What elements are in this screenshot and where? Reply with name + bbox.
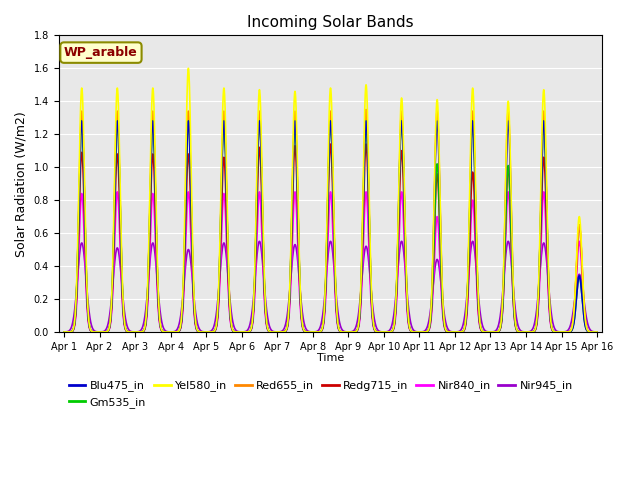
Yel580_in: [480, 329, 488, 335]
Redg715_in: [362, 141, 370, 147]
X-axis label: Time: Time: [317, 353, 344, 363]
Redg715_in: [480, 329, 488, 335]
Line: Nir945_in: Nir945_in: [64, 241, 597, 332]
Yel580_in: [591, 329, 599, 335]
Nir945_in: [480, 325, 488, 331]
Nir840_in: [113, 189, 121, 195]
Redg715_in: [168, 329, 176, 335]
Yel580_in: [168, 329, 176, 335]
Red655_in: [591, 329, 599, 335]
Blu475_in: [78, 118, 86, 124]
Line: Blu475_in: Blu475_in: [64, 121, 597, 332]
Line: Red655_in: Red655_in: [64, 109, 597, 332]
Red655_in: [593, 329, 601, 335]
Red655_in: [174, 329, 182, 335]
Nir840_in: [404, 318, 412, 324]
Red655_in: [480, 329, 488, 335]
Y-axis label: Solar Radiation (W/m2): Solar Radiation (W/m2): [15, 111, 28, 256]
Nir945_in: [591, 329, 599, 335]
Nir945_in: [260, 272, 268, 277]
Blu475_in: [260, 256, 268, 262]
Nir840_in: [591, 329, 599, 335]
Nir840_in: [174, 329, 182, 335]
Blu475_in: [404, 312, 412, 318]
Blu475_in: [480, 329, 488, 335]
Gm535_in: [404, 312, 412, 318]
Redg715_in: [591, 329, 599, 335]
Gm535_in: [174, 329, 182, 335]
Nir840_in: [480, 329, 488, 335]
Redg715_in: [174, 329, 182, 335]
Yel580_in: [60, 329, 68, 335]
Yel580_in: [260, 246, 268, 252]
Nir840_in: [260, 281, 268, 287]
Blu475_in: [168, 329, 176, 335]
Redg715_in: [404, 314, 412, 320]
Line: Gm535_in: Gm535_in: [64, 121, 597, 332]
Nir945_in: [168, 329, 176, 335]
Gm535_in: [260, 256, 268, 262]
Gm535_in: [591, 329, 599, 335]
Nir840_in: [60, 329, 68, 335]
Text: WP_arable: WP_arable: [64, 46, 138, 59]
Gm535_in: [60, 329, 68, 335]
Blu475_in: [593, 329, 601, 335]
Gm535_in: [480, 329, 488, 335]
Redg715_in: [260, 263, 268, 269]
Red655_in: [404, 311, 412, 317]
Nir945_in: [504, 239, 512, 244]
Yel580_in: [404, 310, 412, 316]
Red655_in: [260, 250, 268, 256]
Red655_in: [168, 329, 176, 335]
Title: Incoming Solar Bands: Incoming Solar Bands: [247, 15, 414, 30]
Legend: Blu475_in, Gm535_in, Yel580_in, Red655_in, Redg715_in, Nir840_in, Nir945_in: Blu475_in, Gm535_in, Yel580_in, Red655_i…: [64, 376, 577, 412]
Line: Nir840_in: Nir840_in: [64, 192, 597, 332]
Blu475_in: [60, 329, 68, 335]
Yel580_in: [184, 65, 192, 71]
Redg715_in: [593, 329, 601, 335]
Blu475_in: [174, 329, 182, 335]
Nir840_in: [593, 329, 601, 335]
Line: Redg715_in: Redg715_in: [64, 144, 597, 332]
Yel580_in: [593, 329, 601, 335]
Gm535_in: [78, 118, 86, 124]
Nir945_in: [404, 299, 412, 304]
Redg715_in: [60, 329, 68, 335]
Red655_in: [60, 329, 68, 335]
Blu475_in: [591, 329, 599, 335]
Nir840_in: [168, 329, 176, 335]
Nir945_in: [174, 325, 182, 331]
Yel580_in: [174, 329, 182, 335]
Line: Yel580_in: Yel580_in: [64, 68, 597, 332]
Nir945_in: [593, 329, 601, 335]
Gm535_in: [168, 329, 176, 335]
Red655_in: [362, 107, 370, 112]
Gm535_in: [593, 329, 601, 335]
Nir945_in: [60, 329, 68, 335]
